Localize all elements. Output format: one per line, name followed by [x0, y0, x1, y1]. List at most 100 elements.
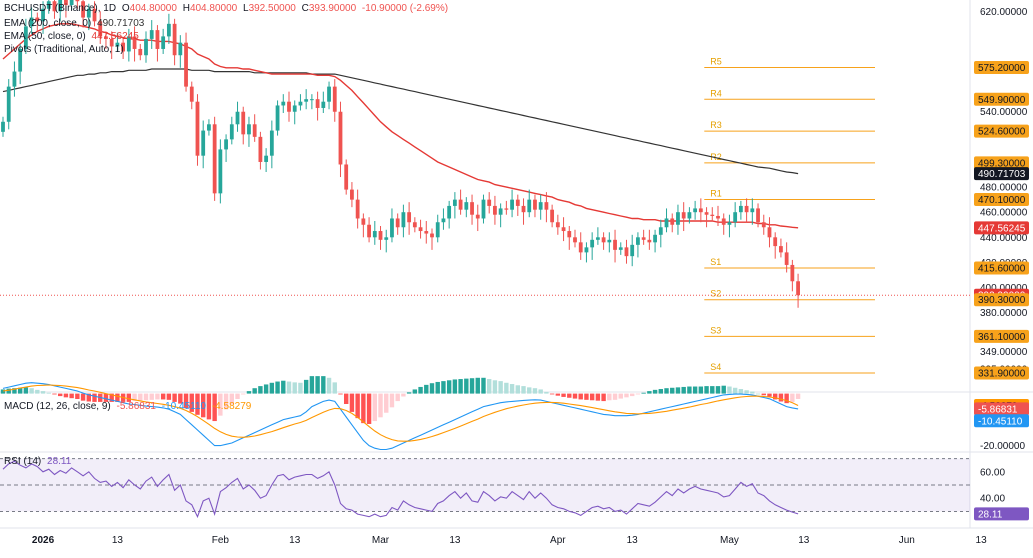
macd-histogram-bar — [424, 384, 429, 394]
macd-histogram-bar — [761, 393, 766, 396]
macd-histogram-bar — [732, 387, 738, 394]
macd-histogram-bar — [607, 393, 612, 401]
ema200-legend[interactable]: EMA (200, close, 0) 490.71703 — [4, 17, 147, 30]
candle-body — [384, 237, 389, 240]
candle-body — [247, 124, 251, 135]
macd-histogram-bar — [675, 387, 681, 394]
candle-body — [430, 233, 434, 238]
candle-body — [155, 30, 160, 49]
macd-histogram-bar — [727, 386, 732, 394]
low-label: L — [243, 3, 249, 14]
macd-histogram-bar — [435, 381, 440, 394]
candle-body — [212, 124, 217, 194]
candle-body — [332, 86, 337, 112]
macd-histogram-bar — [589, 393, 595, 401]
candle-body — [241, 111, 246, 135]
macd-histogram-bar — [155, 393, 160, 400]
macd-tag-bg — [974, 414, 1029, 428]
macd-histogram-bar — [75, 393, 80, 400]
macd-histogram-bar — [263, 384, 269, 394]
macd-histogram-bar — [521, 386, 526, 394]
candle-body — [29, 17, 34, 27]
macd-histogram-bar — [63, 393, 69, 398]
macd-histogram-bar — [40, 391, 46, 394]
candle-body — [104, 36, 108, 39]
price-axis-tick: 540.00000 — [980, 107, 1028, 118]
candle-body — [161, 36, 166, 49]
macd-histogram-bar — [469, 378, 475, 394]
candle-body — [18, 48, 23, 72]
candle-body — [395, 218, 400, 228]
candle-body — [584, 247, 589, 253]
candle-body — [184, 42, 188, 87]
open-value: 404.80000 — [129, 3, 177, 14]
macd-histogram-bar — [52, 393, 57, 395]
price-axis[interactable]: 620.00000 540.00000 480.00000 460.00000 440.… — [980, 7, 1028, 505]
pivots-legend[interactable]: Pivots (Traditional, Auto, 1) — [4, 43, 127, 56]
macd-histogram-bar — [355, 393, 360, 419]
macd-histogram-bar — [538, 389, 543, 394]
macd-legend[interactable]: MACD (12, 26, close, 9) -5.86831 -10.451… — [4, 400, 254, 413]
macd-line — [2, 382, 799, 451]
candle-body — [178, 42, 183, 56]
pivot-label-r1: R1 — [710, 189, 722, 199]
macd-histogram-bar — [527, 387, 532, 394]
candle-body — [109, 38, 114, 47]
macd-histogram-bar — [687, 386, 692, 394]
macd-histogram-bar — [366, 393, 372, 424]
high-value: 404.80000 — [189, 3, 238, 14]
pivot-label-s1: S1 — [710, 257, 721, 267]
candle-body — [710, 214, 715, 216]
macd-histogram-bar — [321, 376, 326, 394]
candle-body — [664, 218, 669, 228]
candle-body — [727, 222, 732, 225]
candle-body — [510, 199, 514, 210]
candle-body — [555, 222, 560, 228]
rsi-legend[interactable]: RSI (14) 28.11 — [4, 455, 74, 468]
price-tag-text: 575.20000 — [978, 63, 1026, 74]
pivot-label-r4: R4 — [710, 88, 722, 98]
macd-histogram-bar — [109, 393, 114, 402]
candle-body — [418, 227, 423, 232]
macd-histogram-bar — [212, 393, 217, 422]
macd-histogram-bar — [710, 386, 715, 394]
candle-body — [567, 231, 572, 238]
candle-body — [704, 212, 709, 215]
price-tag: 415.60000 — [974, 261, 1029, 275]
pivot-label-r2: R2 — [710, 152, 722, 162]
candle-body — [23, 26, 28, 49]
candle-body — [561, 227, 566, 232]
macd-histogram-bar — [132, 393, 137, 402]
candle-body — [630, 244, 635, 257]
time-axis-label: 13 — [798, 535, 810, 546]
candle-body — [618, 247, 623, 250]
candle-body — [721, 218, 726, 225]
time-axis-label: 13 — [627, 535, 639, 546]
macd-histogram-bar — [86, 393, 91, 402]
macd-histogram-bar — [595, 393, 601, 401]
price-tag-bg — [974, 156, 1029, 170]
macd-histogram-bar — [681, 386, 686, 394]
candle-body — [498, 208, 503, 215]
candle-body — [115, 42, 120, 47]
grid — [0, 0, 1033, 529]
macd-histogram-bar — [115, 393, 120, 402]
macd-histogram-bar — [183, 393, 189, 409]
price-tag-text: 490.71703 — [978, 169, 1026, 180]
candle-body — [367, 224, 371, 238]
time-axis[interactable]: 2026 13 Feb 13 Mar 13 Apr 13 May 13 Jun 13 — [32, 535, 987, 546]
macd-histogram-bar — [584, 393, 589, 400]
macd-histogram-bar — [178, 393, 183, 404]
price-axis-tick: 620.00000 — [980, 7, 1028, 18]
ema50-label: EMA (50, close, 0) — [4, 31, 86, 42]
macd-histogram-bar — [549, 393, 555, 395]
macd-histogram-bar — [418, 386, 423, 394]
macd-histogram-bar — [778, 393, 784, 402]
candle-body — [607, 239, 612, 243]
ema50-legend[interactable]: EMA (50, close, 0) 447.56245 — [4, 30, 142, 43]
candle-body — [166, 23, 171, 37]
macd-histogram-bar — [578, 393, 583, 400]
symbol-title[interactable]: BCHUSDT (Binance), 1D — [4, 3, 117, 14]
